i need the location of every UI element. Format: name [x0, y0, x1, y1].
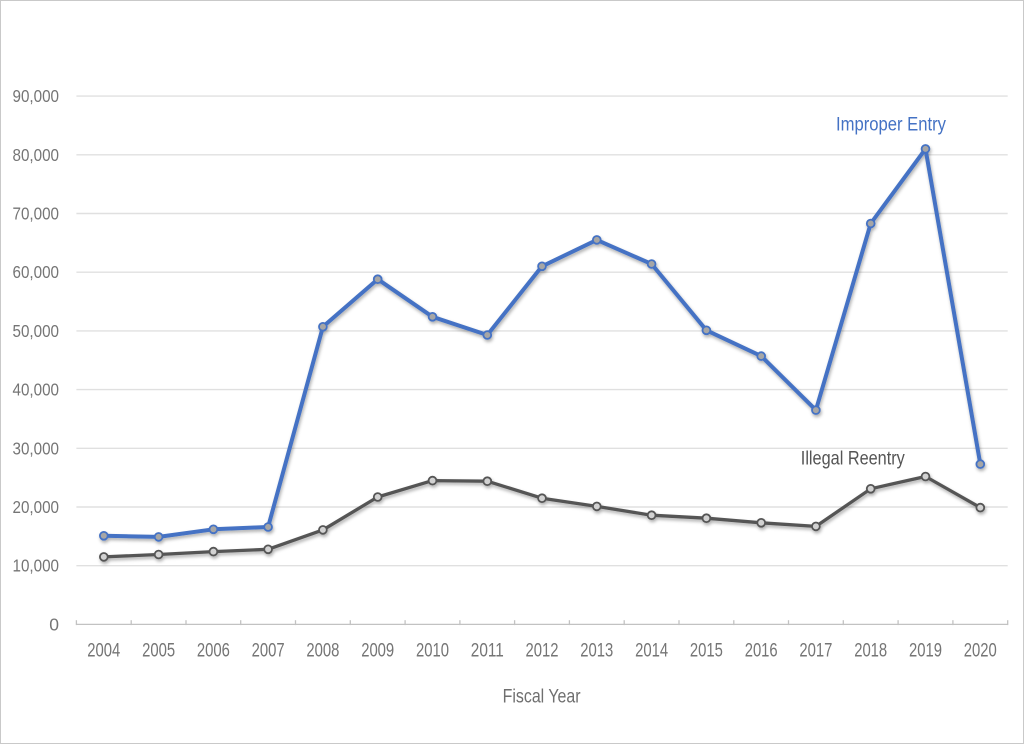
svg-text:2016: 2016: [745, 640, 778, 661]
svg-text:20,000: 20,000: [13, 497, 60, 517]
svg-text:Fiscal Year: Fiscal Year: [503, 687, 582, 708]
svg-text:2012: 2012: [526, 640, 559, 661]
svg-text:2008: 2008: [306, 640, 339, 661]
svg-text:Improper Entry: Improper Entry: [836, 114, 946, 135]
svg-text:0: 0: [49, 614, 59, 634]
svg-text:2014: 2014: [635, 640, 668, 661]
svg-text:30,000: 30,000: [13, 438, 60, 458]
svg-text:70,000: 70,000: [13, 204, 60, 224]
svg-text:2017: 2017: [799, 640, 832, 661]
svg-text:2015: 2015: [690, 640, 723, 661]
svg-text:2005: 2005: [142, 640, 175, 661]
svg-text:40,000: 40,000: [13, 380, 60, 400]
svg-text:2010: 2010: [416, 640, 449, 661]
svg-text:10,000: 10,000: [13, 556, 60, 576]
svg-text:2004: 2004: [87, 640, 120, 661]
svg-text:50,000: 50,000: [13, 321, 60, 341]
svg-text:2013: 2013: [580, 640, 613, 661]
svg-text:80,000: 80,000: [13, 145, 60, 165]
svg-text:60,000: 60,000: [13, 262, 60, 282]
svg-text:2009: 2009: [361, 640, 394, 661]
svg-text:Illegal Reentry: Illegal Reentry: [801, 449, 905, 470]
svg-text:2007: 2007: [252, 640, 285, 661]
svg-text:2018: 2018: [854, 640, 887, 661]
svg-text:2011: 2011: [471, 640, 504, 661]
svg-text:2020: 2020: [964, 640, 997, 661]
svg-text:90,000: 90,000: [13, 86, 60, 106]
svg-text:2006: 2006: [197, 640, 230, 661]
svg-text:2019: 2019: [909, 640, 942, 661]
